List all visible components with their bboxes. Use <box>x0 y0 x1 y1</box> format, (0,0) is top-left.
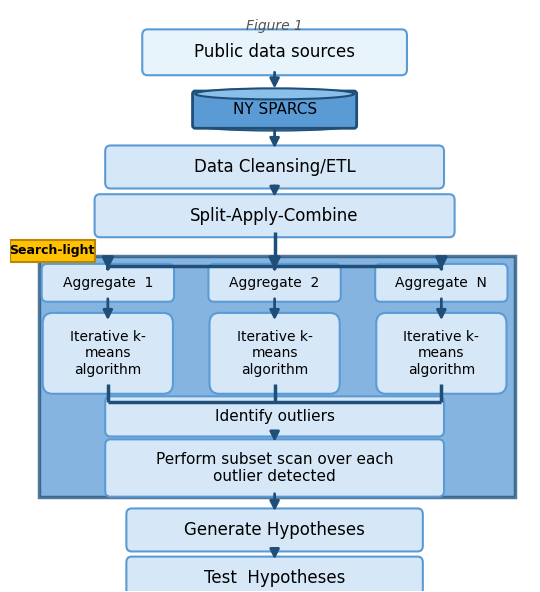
FancyBboxPatch shape <box>375 264 508 302</box>
FancyBboxPatch shape <box>42 264 174 302</box>
Text: Identify outliers: Identify outliers <box>214 409 335 424</box>
FancyBboxPatch shape <box>105 439 444 497</box>
Text: Aggregate  N: Aggregate N <box>395 276 487 290</box>
Text: Iterative k-
means
algorithm: Iterative k- means algorithm <box>403 330 480 377</box>
Ellipse shape <box>195 120 354 131</box>
FancyBboxPatch shape <box>105 146 444 188</box>
Text: Figure 1: Figure 1 <box>246 19 303 33</box>
FancyBboxPatch shape <box>208 264 341 302</box>
FancyBboxPatch shape <box>94 194 455 237</box>
FancyBboxPatch shape <box>126 556 423 592</box>
Text: Search-light: Search-light <box>10 244 95 257</box>
Text: Perform subset scan over each
outlier detected: Perform subset scan over each outlier de… <box>156 452 393 484</box>
Text: Aggregate  2: Aggregate 2 <box>230 276 320 290</box>
FancyBboxPatch shape <box>376 313 507 394</box>
FancyBboxPatch shape <box>105 397 444 436</box>
Text: Test  Hypotheses: Test Hypotheses <box>204 569 345 587</box>
Text: Generate Hypotheses: Generate Hypotheses <box>184 521 365 539</box>
Text: Public data sources: Public data sources <box>194 43 355 62</box>
FancyBboxPatch shape <box>210 313 340 394</box>
FancyBboxPatch shape <box>39 256 516 497</box>
FancyBboxPatch shape <box>126 509 423 552</box>
FancyBboxPatch shape <box>43 313 173 394</box>
FancyBboxPatch shape <box>193 91 356 128</box>
FancyBboxPatch shape <box>10 240 94 262</box>
Ellipse shape <box>195 88 354 99</box>
Text: Aggregate  1: Aggregate 1 <box>63 276 153 290</box>
Text: Iterative k-
means
algorithm: Iterative k- means algorithm <box>237 330 313 377</box>
Text: NY SPARCS: NY SPARCS <box>233 102 316 117</box>
FancyBboxPatch shape <box>142 30 407 75</box>
Text: Split-Apply-Combine: Split-Apply-Combine <box>191 207 359 225</box>
Text: Iterative k-
means
algorithm: Iterative k- means algorithm <box>70 330 146 377</box>
Text: Data Cleansing/ETL: Data Cleansing/ETL <box>194 158 355 176</box>
